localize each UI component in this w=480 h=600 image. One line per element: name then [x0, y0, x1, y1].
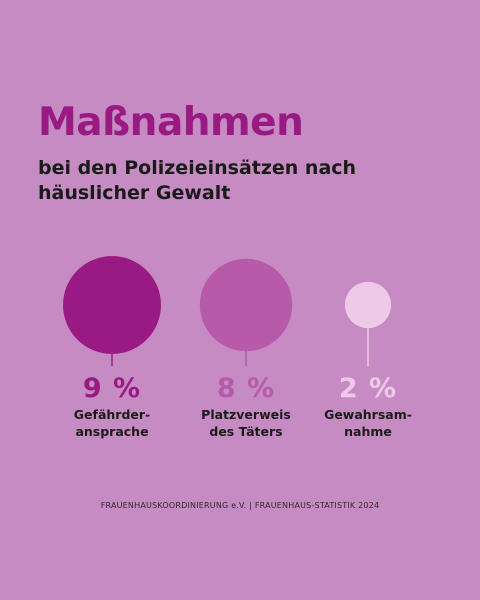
footer-org: FRAUENHAUSKOORDINIERUNG e.V. [100, 501, 247, 510]
category-label: Platzverweis des Täters [201, 407, 291, 439]
value-label: 2 % [338, 373, 398, 404]
category-label: Gefährder-ansprache [73, 407, 151, 439]
footer-separator: | [249, 501, 253, 510]
value-label: 9 % [82, 373, 142, 404]
category-label: Gewahrsam-nahme [324, 407, 412, 439]
bubble-mark [344, 281, 392, 329]
bubble-mark [199, 258, 293, 352]
value-label: 8 % [216, 373, 276, 404]
bubble-mark [63, 256, 161, 354]
page-title: Maßnahmen [38, 100, 304, 145]
footer-credit: FRAUENHAUSKOORDINIERUNG e.V. | FRAUENHAU… [0, 501, 480, 510]
page-subtitle: bei den Polizeieinsätzen nach häuslicher… [38, 157, 357, 204]
footer-source: FRAUENHAUS-STATISTIK 2024 [254, 501, 380, 510]
